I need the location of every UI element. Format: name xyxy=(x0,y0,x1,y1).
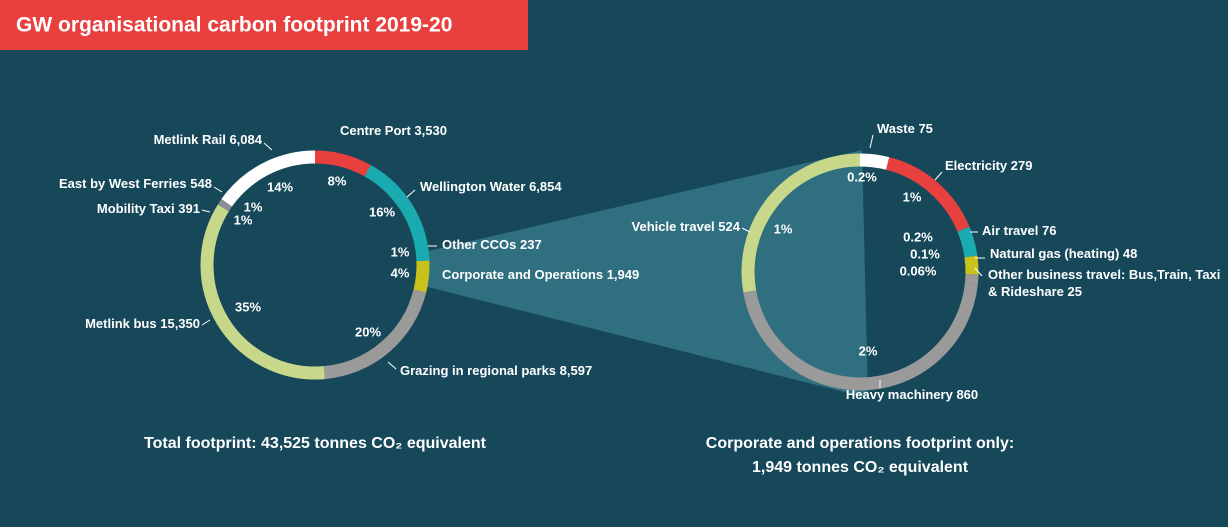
category-name: Vehicle travel xyxy=(632,219,715,234)
label-part: 25 xyxy=(1067,284,1082,299)
donut-segment xyxy=(964,255,979,275)
value-label: 8,597 xyxy=(560,363,593,378)
segment-label: Metlink Rail 6,084 xyxy=(154,132,263,147)
donut-segment xyxy=(741,153,861,293)
category-name: Metlink Rail xyxy=(154,132,226,147)
segment-label: Metlink bus 15,350 xyxy=(85,316,200,331)
label-part: Other business travel: Bus,Train, Taxi &… xyxy=(988,267,1221,299)
value-label: 548 xyxy=(190,176,212,191)
segment-label: Centre Port 3,530 xyxy=(340,123,447,138)
donut-segment xyxy=(743,282,978,391)
share-label: 0.2% xyxy=(847,169,877,184)
leader-line xyxy=(213,186,223,193)
leader-line xyxy=(387,361,397,370)
title-banner xyxy=(0,0,528,50)
donut-segment xyxy=(217,199,233,212)
caption: 1,949 tonnes CO₂ equivalent xyxy=(752,459,969,476)
share-label: 1% xyxy=(234,212,253,227)
share-label: 1% xyxy=(774,221,793,236)
category-name: Centre Port xyxy=(340,123,411,138)
category-name: Natural gas (heating) xyxy=(990,246,1119,261)
segment-label: Wellington Water 6,854 xyxy=(420,179,562,194)
category-name: Heavy machinery xyxy=(846,387,954,402)
donut-segment xyxy=(859,153,890,170)
share-label: 35% xyxy=(235,299,261,314)
category-name: Corporate and Operations xyxy=(442,267,603,282)
segment-label: Vehicle travel 524 xyxy=(632,219,741,234)
caption: Total footprint: 43,525 tonnes CO₂ equiv… xyxy=(144,435,487,452)
share-label: 0.06% xyxy=(900,263,937,278)
value-label: 237 xyxy=(520,237,542,252)
donut-segment xyxy=(226,150,316,201)
value-label: 6,084 xyxy=(229,132,262,147)
donut-segment xyxy=(200,204,325,380)
share-label: 1% xyxy=(903,189,922,204)
leader-line xyxy=(934,171,943,181)
leader-line xyxy=(201,209,211,213)
share-label: 1% xyxy=(391,244,410,259)
leader-line xyxy=(201,319,211,326)
zoom-band xyxy=(424,150,868,398)
value-label: 6,854 xyxy=(529,179,562,194)
donut-segment xyxy=(413,260,430,293)
value-label: 76 xyxy=(1042,223,1056,238)
donut-segment xyxy=(221,191,237,207)
value-label: 15,350 xyxy=(160,316,200,331)
donut-segment xyxy=(323,289,427,380)
share-label: 2% xyxy=(859,343,878,358)
leader-line xyxy=(869,134,874,149)
caption: Corporate and operations footprint only: xyxy=(706,435,1014,452)
share-label: 1% xyxy=(244,199,263,214)
segment-label: Grazing in regional parks 8,597 xyxy=(400,363,592,378)
value-label: 524 xyxy=(718,219,740,234)
leader-line xyxy=(974,267,983,277)
segment-label: Mobility Taxi 391 xyxy=(97,201,200,216)
share-label: 0.1% xyxy=(910,246,940,261)
category-name: Metlink bus xyxy=(85,316,157,331)
share-label: 20% xyxy=(355,324,381,339)
share-label: 0.2% xyxy=(903,229,933,244)
segment-label: Corporate and Operations 1,949 xyxy=(442,267,639,282)
value-label: 75 xyxy=(918,121,932,136)
category-name: Electricity xyxy=(945,158,1008,173)
leader-line xyxy=(406,189,416,198)
category-name: Mobility Taxi xyxy=(97,201,175,216)
share-label: 8% xyxy=(328,173,347,188)
value-label: 48 xyxy=(1123,246,1137,261)
value-label: 391 xyxy=(178,201,200,216)
segment-label: East by West Ferries 548 xyxy=(59,176,212,191)
category-name: East by West Ferries xyxy=(59,176,187,191)
segment-label: Other business travel: Bus,Train, Taxi &… xyxy=(988,266,1224,300)
segment-label: Other CCOs 237 xyxy=(442,237,542,252)
label-text: Other business travel: Bus,Train, Taxi &… xyxy=(988,266,1224,300)
category-name: Other CCOs xyxy=(442,237,516,252)
value-label: 1,949 xyxy=(607,267,640,282)
leader-line xyxy=(741,227,751,233)
donut-segment xyxy=(885,157,970,232)
segment-label: Electricity 279 xyxy=(945,158,1032,173)
segment-label: Natural gas (heating) 48 xyxy=(990,246,1137,261)
segment-label: Air travel 76 xyxy=(982,223,1056,238)
category-name: Wellington Water xyxy=(420,179,525,194)
donut-segment xyxy=(957,226,978,258)
donut-segment xyxy=(314,150,371,177)
share-label: 14% xyxy=(267,179,293,194)
value-label: 3,530 xyxy=(414,123,447,138)
segment-label: Waste 75 xyxy=(877,121,933,136)
donut-segment xyxy=(364,165,430,258)
segment-label: Heavy machinery 860 xyxy=(846,387,978,402)
donut-segment xyxy=(964,274,979,285)
category-name: Air travel xyxy=(982,223,1038,238)
category-name: Waste xyxy=(877,121,915,136)
value-label: 860 xyxy=(956,387,978,402)
share-label: 4% xyxy=(391,265,410,280)
leader-line xyxy=(263,142,273,151)
title: GW organisational carbon footprint 2019-… xyxy=(16,14,452,37)
value-label: 279 xyxy=(1011,158,1033,173)
category-name: Grazing in regional parks xyxy=(400,363,556,378)
share-label: 16% xyxy=(369,204,395,219)
